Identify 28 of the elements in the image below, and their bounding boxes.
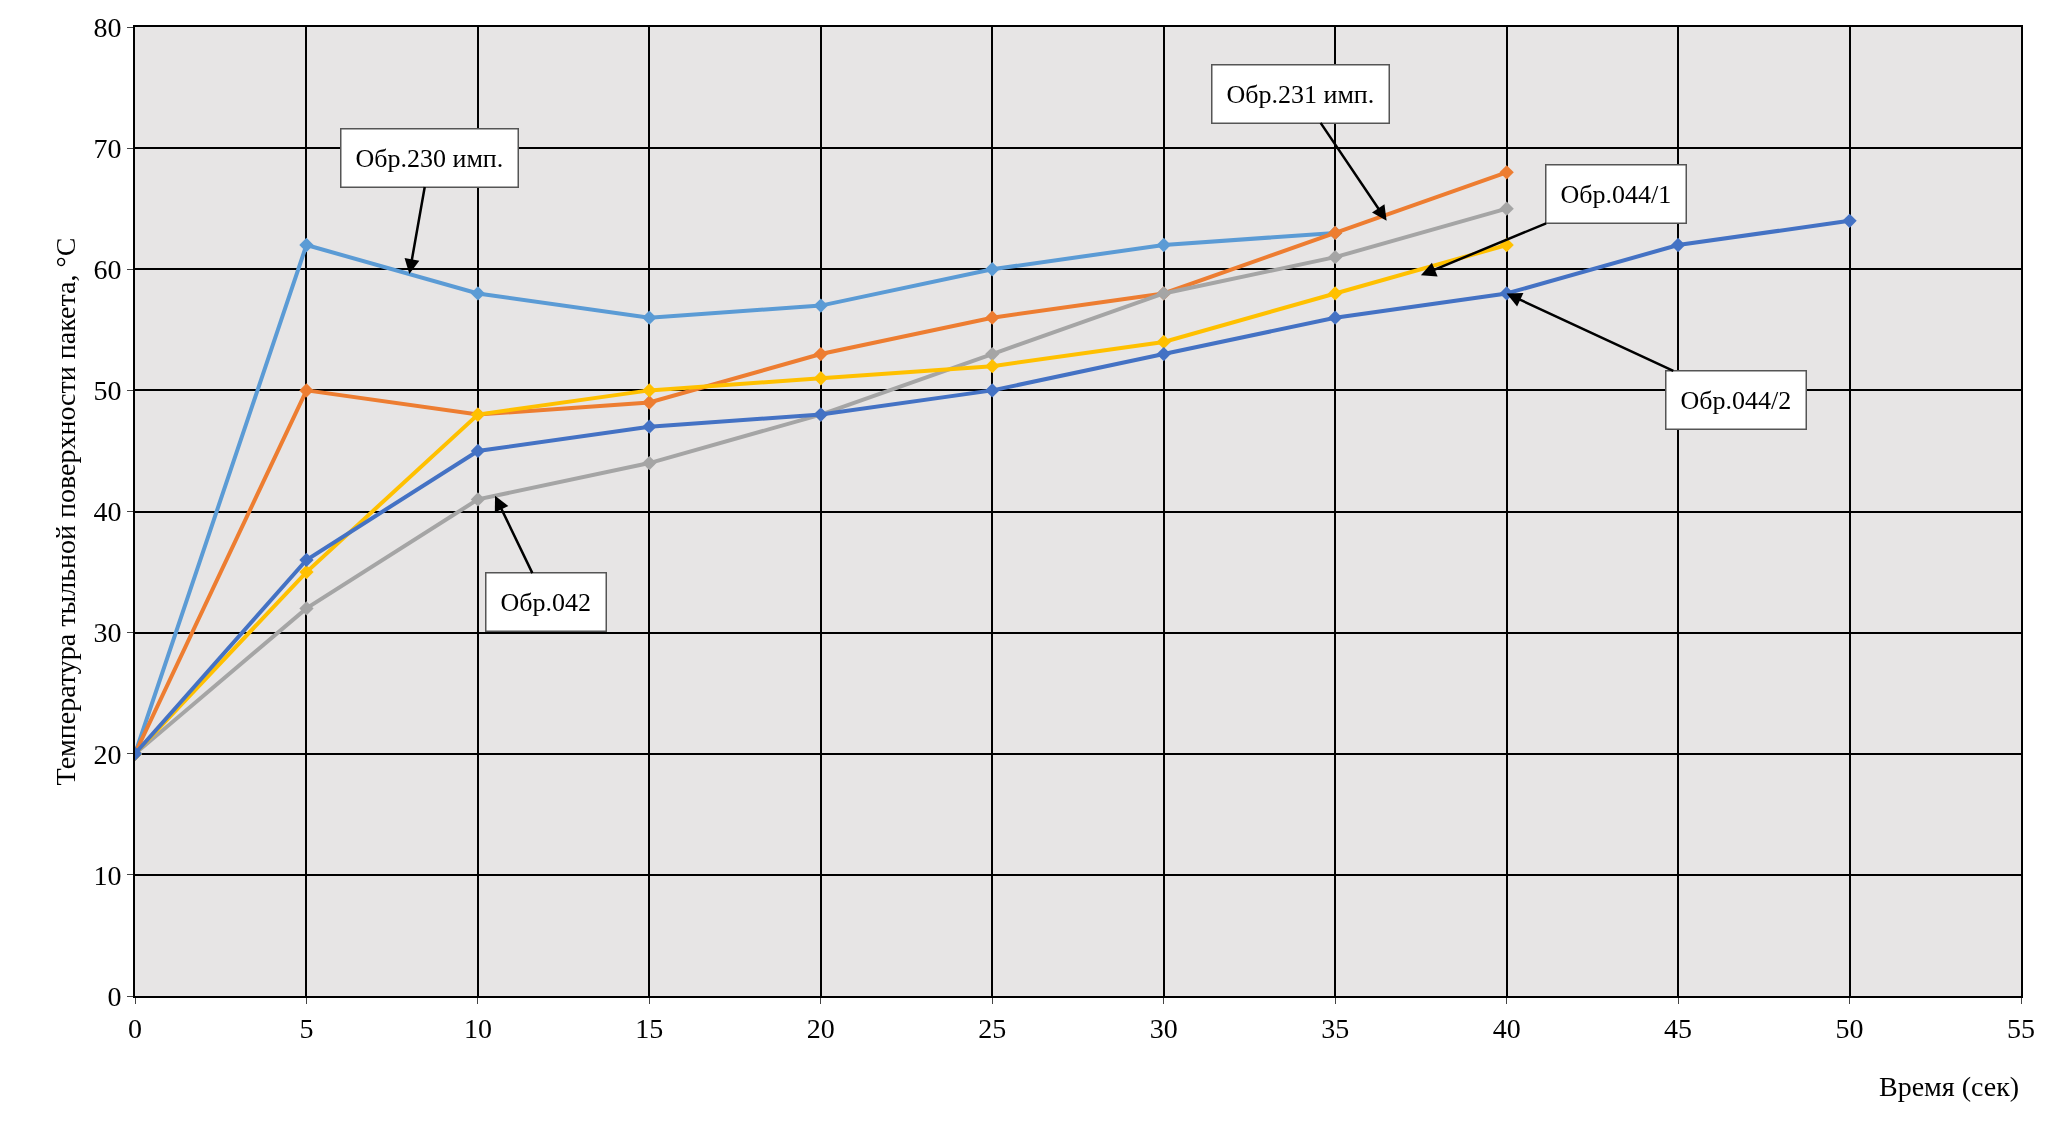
x-axis-title: Время (сек) <box>1879 1071 2020 1102</box>
x-tick-label: 55 <box>2007 1012 2035 1044</box>
y-tick-label: 30 <box>93 617 122 649</box>
x-tick-label: 30 <box>1149 1012 1178 1044</box>
y-tick-label: 20 <box>93 738 122 770</box>
x-tick-label: 15 <box>635 1012 664 1044</box>
y-tick-label: 50 <box>93 375 122 407</box>
x-tick-label: 45 <box>1664 1012 1693 1044</box>
x-tick-label: 10 <box>463 1012 492 1044</box>
y-tick-label: 70 <box>93 132 122 164</box>
y-tick-label: 40 <box>93 496 122 528</box>
x-tick-label: 35 <box>1321 1012 1350 1044</box>
y-tick-label: 60 <box>93 254 122 286</box>
annotation: Обр.044/1 <box>1560 179 1672 209</box>
y-tick-label: 0 <box>107 980 122 1012</box>
x-tick-label: 50 <box>1835 1012 1864 1044</box>
x-tick-label: 25 <box>978 1012 1007 1044</box>
x-tick-label: 0 <box>128 1012 142 1044</box>
x-tick-label: 5 <box>299 1012 314 1044</box>
annotation: Обр.044/2 <box>1680 385 1792 415</box>
y-axis-title: Температура тыльной поверхности пакета, °C <box>49 237 81 786</box>
annotation: Обр.230 имп. <box>355 143 504 173</box>
x-tick-label: 40 <box>1492 1012 1521 1044</box>
y-tick-label: 10 <box>93 859 122 891</box>
y-tick-label: 80 <box>93 11 122 43</box>
annotation: Обр.231 имп. <box>1226 79 1375 109</box>
x-tick-label: 20 <box>806 1012 835 1044</box>
annotation: Обр.042 <box>500 587 592 617</box>
